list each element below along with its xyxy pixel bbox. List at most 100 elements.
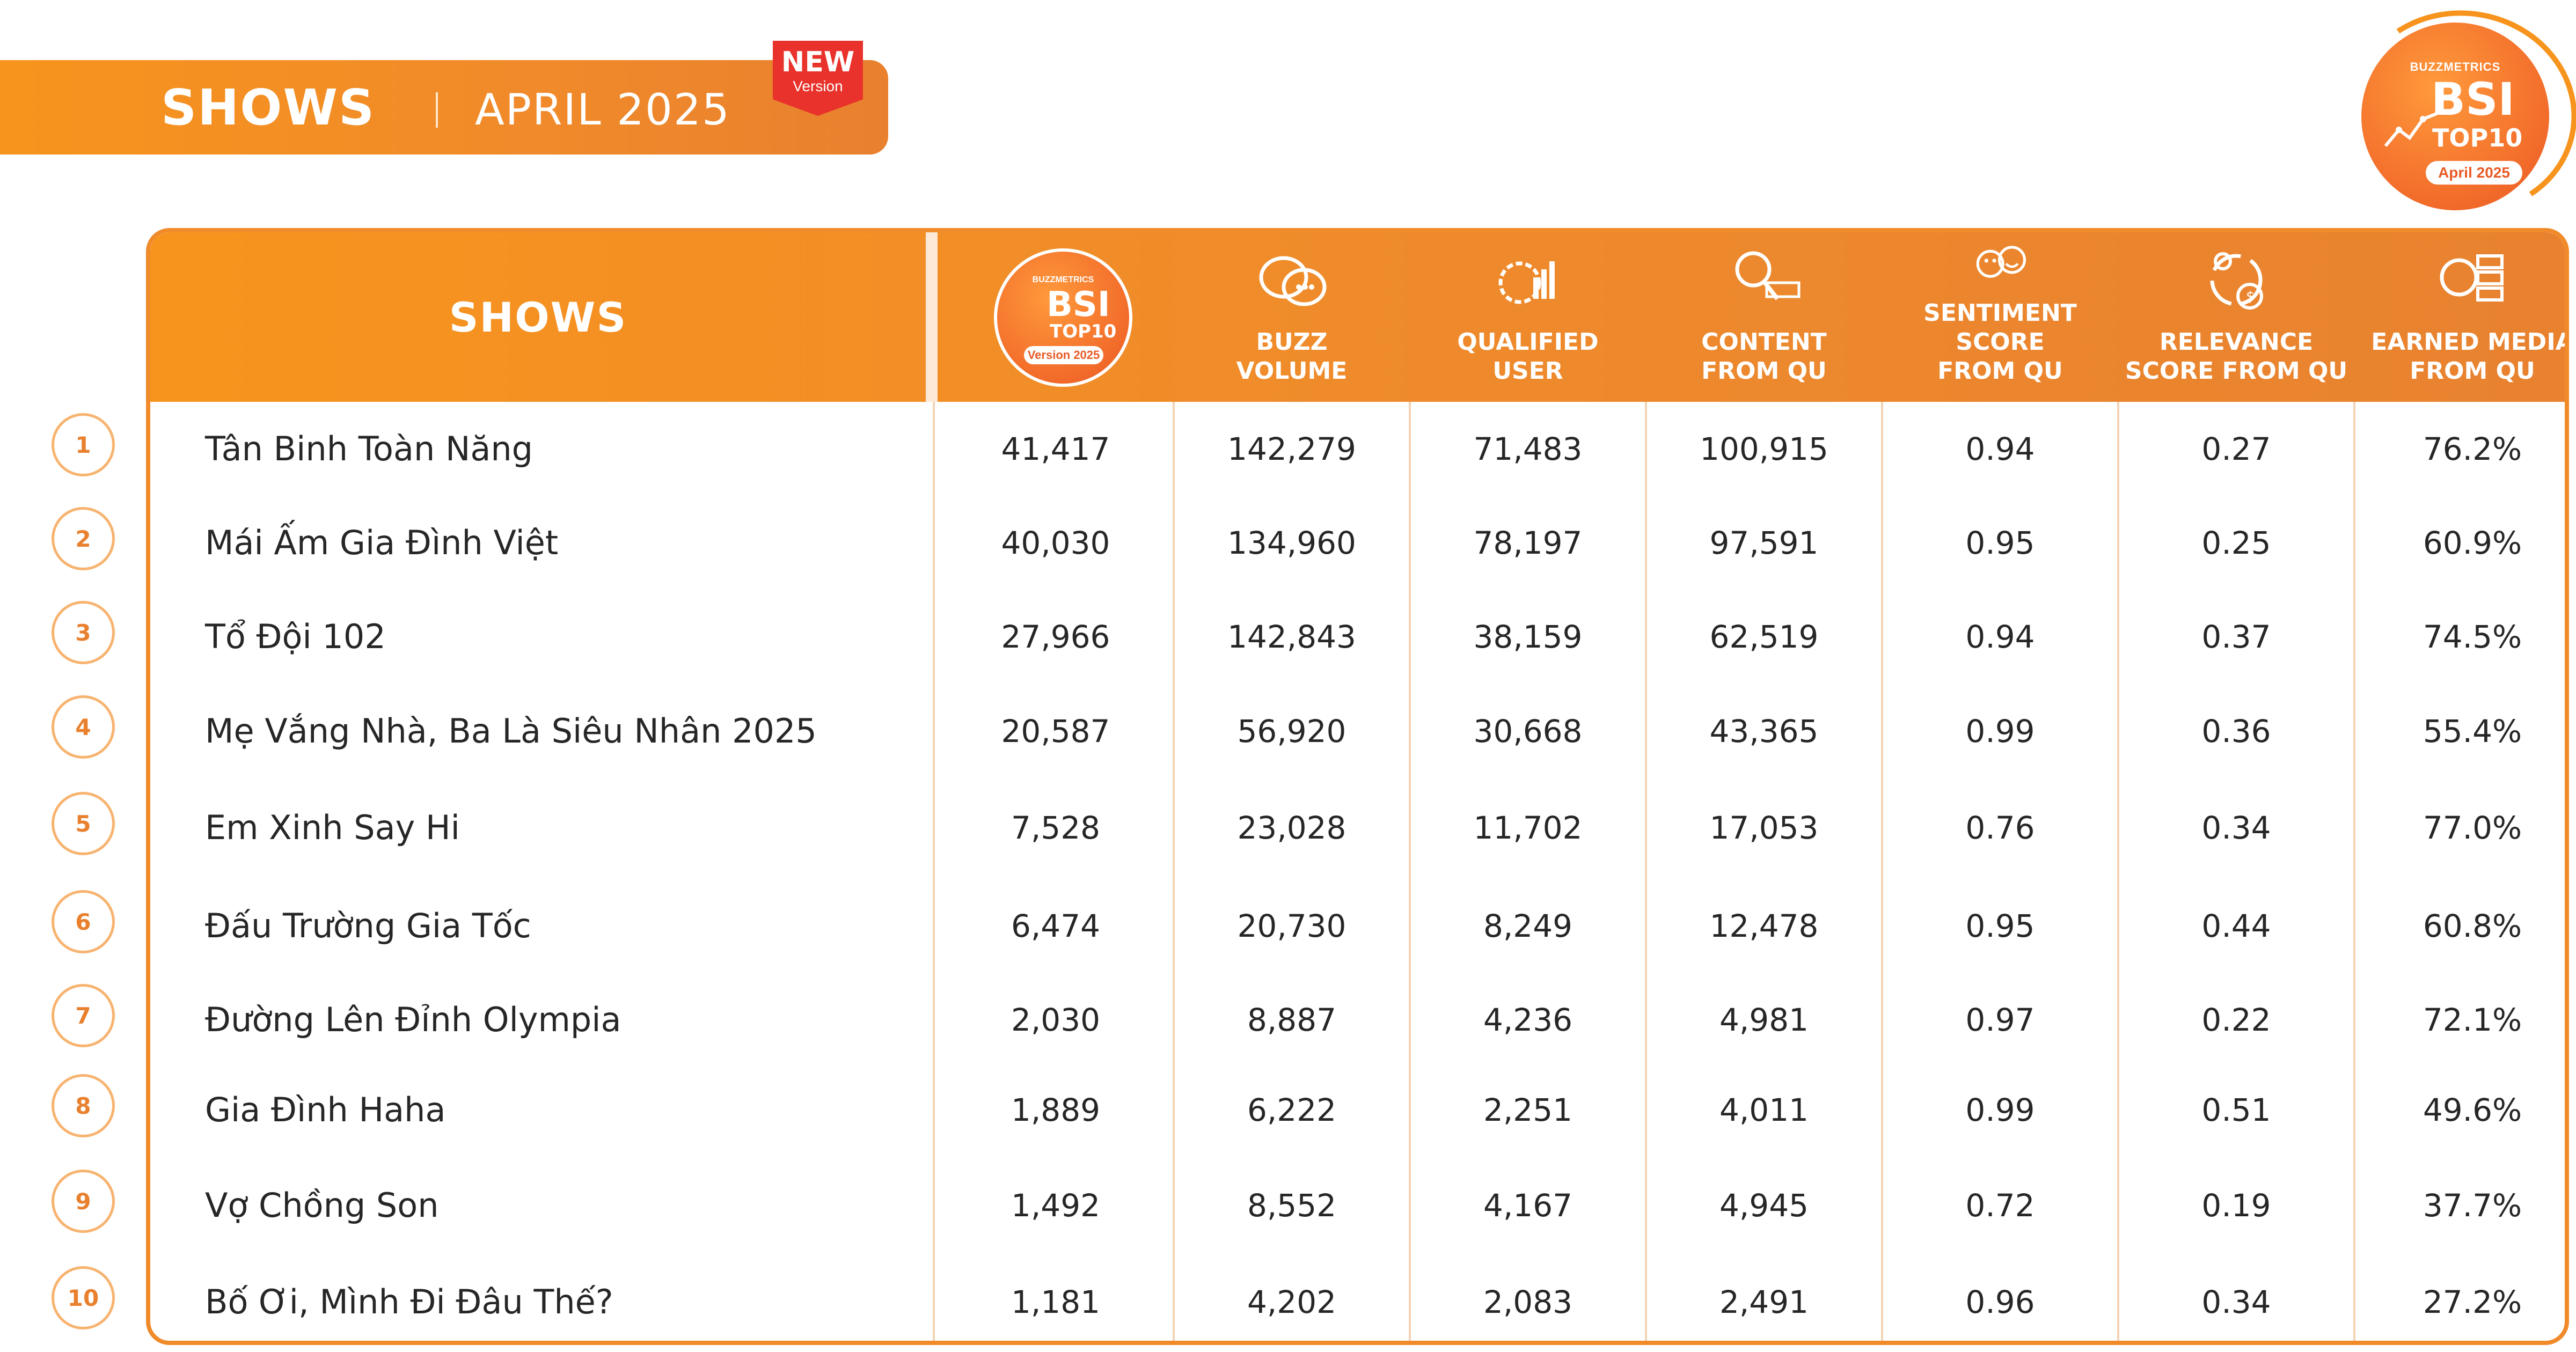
cell-sentiment: 0.99 <box>1965 1092 2035 1128</box>
cell-relevance: 0.27 <box>2201 431 2271 467</box>
cell-sentiment: 0.99 <box>1965 713 2035 750</box>
column-header-2: QUALIFIED USER <box>1410 232 1646 402</box>
bsi-header-bsi: BSI <box>1046 285 1110 325</box>
cell-qu: 2,251 <box>1483 1092 1573 1128</box>
cell-qu: 71,483 <box>1473 431 1583 467</box>
column-divider <box>1645 402 1647 1341</box>
cell-sentiment: 0.96 <box>1965 1284 2035 1320</box>
cell-bsi: 2,030 <box>1011 1002 1101 1038</box>
cell-earned: 74.5% <box>2423 619 2522 655</box>
rank-badge: 2 <box>52 507 115 570</box>
cell-bsi: 1,889 <box>1011 1092 1101 1128</box>
cell-content: 17,053 <box>1709 810 1819 846</box>
cell-earned: 76.2% <box>2423 431 2522 467</box>
cell-qu: 78,197 <box>1473 525 1583 561</box>
cell-sentiment: 0.72 <box>1965 1187 2035 1224</box>
show-name: Bố Ơi, Mình Đi Đâu Thế? <box>205 1282 613 1321</box>
show-name: Đấu Trường Gia Tốc <box>205 906 531 945</box>
column-header-label: SENTIMENT SCORE FROM QU <box>1923 299 2077 385</box>
show-name: Tổ Đội 102 <box>205 617 386 656</box>
emoji-faces-icon <box>1976 246 2026 278</box>
cell-earned: 60.8% <box>2423 908 2522 944</box>
column-header-label: EARNED MEDIA FROM QU <box>2371 328 2569 385</box>
show-name: Vợ Chồng Son <box>205 1186 439 1225</box>
rank-badge: 4 <box>52 695 115 759</box>
cell-relevance: 0.44 <box>2201 908 2271 944</box>
cell-buzz: 20,730 <box>1237 908 1346 944</box>
table-row: Đường Lên Đỉnh Olympia 2,030 8,887 4,236 4,9… <box>150 973 2565 1067</box>
rank-badge: 6 <box>52 890 115 953</box>
cell-sentiment: 0.95 <box>1965 525 2035 561</box>
chat-bubbles-icon <box>1259 256 1327 306</box>
banner-title: SHOWS <box>161 79 376 136</box>
cell-qu: 30,668 <box>1473 713 1583 750</box>
cell-content: 4,945 <box>1719 1187 1809 1224</box>
rank-badge: 5 <box>52 792 115 855</box>
column-header-label: RELEVANCE SCORE FROM QU <box>2125 328 2348 385</box>
cell-sentiment: 0.95 <box>1965 908 2035 944</box>
cell-earned: 72.1% <box>2423 1002 2522 1038</box>
cell-qu: 8,249 <box>1483 908 1573 944</box>
column-divider <box>1173 402 1175 1341</box>
rank-badge: 3 <box>52 601 115 664</box>
cell-relevance: 0.34 <box>2201 810 2271 846</box>
cell-relevance: 0.34 <box>2201 1284 2271 1320</box>
cell-buzz: 8,887 <box>1247 1002 1337 1038</box>
bsi-header-top10: TOP10 <box>1050 321 1117 342</box>
cell-relevance: 0.37 <box>2201 619 2271 655</box>
column-header-3: CONTENT FROM QU <box>1646 232 1882 402</box>
rank-badge: 7 <box>52 984 115 1047</box>
cell-bsi: 20,587 <box>1001 713 1110 750</box>
cell-qu: 38,159 <box>1473 619 1583 655</box>
new-version-badge: NEW Version <box>773 41 863 116</box>
show-name: Đường Lên Đỉnh Olympia <box>205 1000 621 1039</box>
cell-buzz: 142,843 <box>1227 619 1356 655</box>
column-header-4: SENTIMENT SCORE FROM QU <box>1882 232 2118 402</box>
trend-line-icon <box>2384 112 2438 147</box>
cell-earned: 37.7% <box>2423 1187 2522 1224</box>
cell-content: 97,591 <box>1709 525 1819 561</box>
rank-badge: 9 <box>52 1170 115 1233</box>
cell-sentiment: 0.94 <box>1965 619 2035 655</box>
new-badge-sub: Version <box>793 78 843 94</box>
show-name: Tân Binh Toàn Năng <box>205 429 533 468</box>
bsi-column-header-logo: BUZZMETRICS BSI TOP10 Version 2025 <box>994 248 1132 387</box>
rank-badge: 8 <box>52 1074 115 1137</box>
column-divider <box>2117 402 2119 1341</box>
column-divider <box>2353 402 2355 1341</box>
shows-column-header: SHOWS <box>449 293 627 341</box>
cell-bsi: 1,181 <box>1011 1284 1101 1320</box>
cell-buzz: 134,960 <box>1227 525 1356 561</box>
cell-qu: 4,167 <box>1483 1187 1573 1224</box>
table-row: Bố Ơi, Mình Đi Đâu Thế? 1,181 4,202 2,083 2,… <box>150 1255 2565 1341</box>
logo-bsi: BSI <box>2431 73 2515 126</box>
ranking-table: SHOWS BUZZMETRICS BSI TOP10 Version 2025… <box>146 228 2569 1345</box>
cell-buzz: 56,920 <box>1237 713 1346 750</box>
cell-earned: 77.0% <box>2423 810 2522 846</box>
logo-top10: TOP10 <box>2432 123 2523 152</box>
cell-buzz: 4,202 <box>1247 1284 1337 1320</box>
cell-content: 4,011 <box>1719 1092 1809 1128</box>
cell-buzz: 8,552 <box>1247 1187 1337 1224</box>
cell-bsi: 40,030 <box>1001 525 1110 561</box>
new-badge-word: NEW <box>781 46 855 78</box>
cell-content: 43,365 <box>1709 713 1819 750</box>
table-row: Tân Binh Toàn Năng 41,417 142,279 71,483 100… <box>150 402 2565 496</box>
cell-qu: 2,083 <box>1483 1284 1573 1320</box>
media-server-icon <box>2440 254 2504 302</box>
cell-bsi: 7,528 <box>1011 810 1101 846</box>
cell-relevance: 0.25 <box>2201 525 2271 561</box>
cell-content: 12,478 <box>1709 908 1819 944</box>
cell-bsi: 1,492 <box>1011 1187 1101 1224</box>
cell-buzz: 142,279 <box>1227 431 1356 467</box>
show-name: Mẹ Vắng Nhà, Ba Là Siêu Nhân 2025 <box>205 711 817 751</box>
column-header-label: BUZZ VOLUME <box>1236 328 1348 385</box>
show-name: Gia Đình Haha <box>205 1090 446 1129</box>
column-divider <box>1881 402 1883 1341</box>
cell-buzz: 6,222 <box>1247 1092 1337 1128</box>
cell-bsi: 6,474 <box>1011 908 1101 944</box>
banner-separator <box>436 92 438 128</box>
cell-content: 62,519 <box>1709 619 1819 655</box>
cell-qu: 11,702 <box>1473 810 1583 846</box>
rank-badge: 1 <box>52 413 115 476</box>
